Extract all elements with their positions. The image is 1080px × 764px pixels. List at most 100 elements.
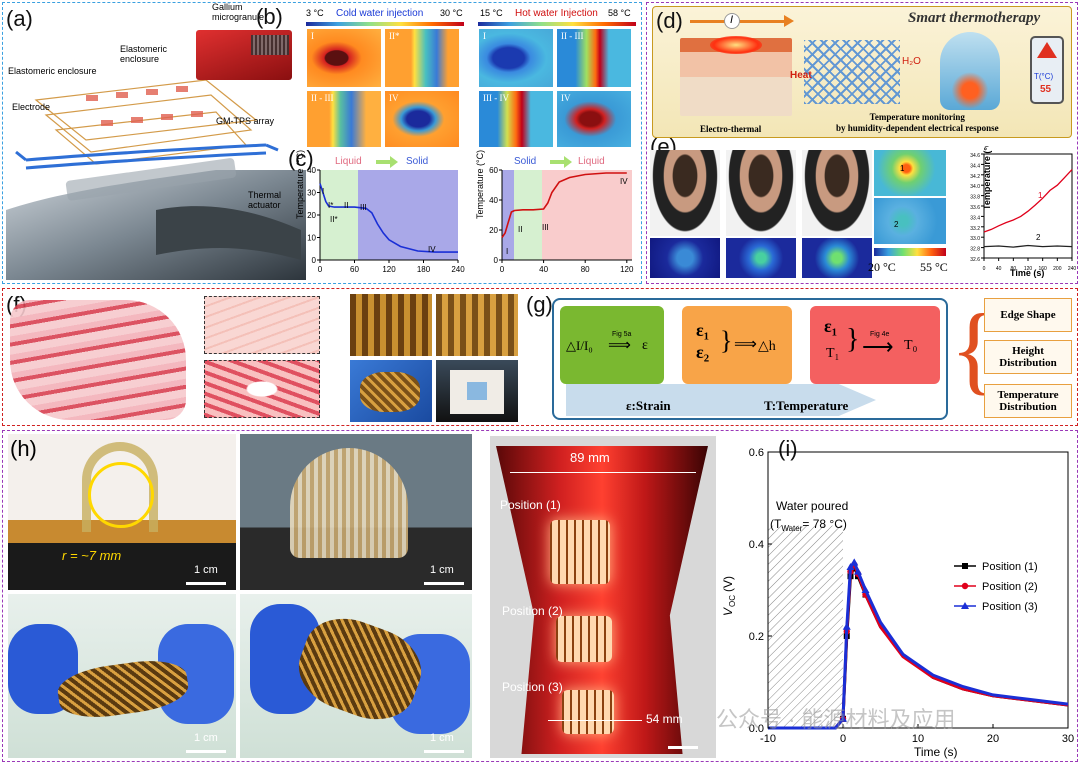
chart-voc: 0.00.20.40.6-10 0 10 20 30 Position (1)Posit… bbox=[721, 447, 1074, 759]
neck-photo-2 bbox=[726, 150, 796, 236]
ytick-label: 0 bbox=[312, 256, 317, 265]
cool-label-III: III bbox=[360, 203, 367, 212]
photo-twist-1 bbox=[8, 594, 236, 758]
chart-heating: 0 20 40 60 0 40 80 120 Temperature (°C) I II I… bbox=[475, 150, 634, 274]
flow-arrow-band bbox=[566, 384, 876, 416]
width-arrow-top bbox=[510, 472, 696, 473]
voc-legend-marker bbox=[962, 563, 968, 569]
label-gallium: Gallium microgranule bbox=[212, 2, 265, 22]
blue-square bbox=[467, 382, 487, 400]
cooling-curve bbox=[319, 183, 458, 253]
ytick-label: 20 bbox=[489, 226, 498, 235]
voc-legend-marker bbox=[961, 602, 969, 609]
thermal-colorbar bbox=[874, 248, 946, 256]
panel-abc-frame bbox=[2, 2, 642, 284]
current-arrow-head bbox=[784, 15, 794, 27]
panel-label-c: (c) bbox=[288, 146, 314, 171]
xtick-label: 0 bbox=[318, 265, 323, 274]
cold-frame-1-label: I bbox=[311, 31, 314, 41]
voc-xtick-label: -10 bbox=[760, 733, 776, 745]
voc-xtick-label: 0 bbox=[840, 733, 846, 745]
panel-label-d: (d) bbox=[656, 8, 683, 33]
photo-twist-2 bbox=[240, 594, 472, 758]
hot-max-label: 58 °C bbox=[608, 8, 631, 18]
voc-ylabel-group: V OC (V) bbox=[721, 576, 737, 616]
ytick-label: 32.8 bbox=[970, 247, 980, 253]
cooling-y-ticks: 0 10 20 30 40 bbox=[307, 166, 320, 265]
heat-label-II: II bbox=[518, 225, 522, 234]
scale-2: 1 cm bbox=[430, 564, 454, 576]
cool-label-I: I bbox=[322, 187, 324, 196]
head-icon bbox=[940, 32, 1000, 110]
cool-phase-arrow bbox=[376, 156, 398, 168]
output-edge-shape: Edge Shape bbox=[984, 298, 1072, 332]
label-gm-tps: GM-TPS array bbox=[216, 116, 275, 126]
ytick-label: 33.8 bbox=[970, 195, 980, 201]
panel-label-a: (a) bbox=[6, 6, 33, 31]
output-temperature-text: Temperature Distribution bbox=[997, 389, 1059, 413]
fiber-mesh bbox=[804, 40, 900, 104]
ytick-label: 33.6 bbox=[970, 205, 980, 211]
liquid-region bbox=[320, 170, 358, 260]
voc-point bbox=[842, 622, 851, 630]
cold-title: Cold water injection bbox=[336, 8, 424, 19]
elastomer-sample-image bbox=[196, 30, 292, 80]
ytick-label: 10 bbox=[307, 234, 316, 243]
neck-thermal-2 bbox=[726, 238, 796, 278]
xtick-label: 120 bbox=[620, 265, 634, 274]
hot-title: Hot water Injection bbox=[515, 8, 598, 19]
hot-frame-3-label: III - IV bbox=[483, 93, 509, 103]
chart-neck-temperature: 32.6 32.8 33.0 33.2 33.4 33.6 33.8 34.0 34.2 34.4… bbox=[970, 146, 1076, 278]
neck-photo-1 bbox=[650, 150, 720, 236]
box3-arrow: ⟶ bbox=[862, 334, 894, 359]
box3-brace: } bbox=[846, 324, 860, 355]
neck-x-ticks: 0 40 80 120 160 200 240 bbox=[983, 258, 1076, 272]
heating-curve bbox=[501, 172, 627, 238]
neck-curve-2-label: 2 bbox=[1036, 233, 1041, 242]
hot-min-label: 15 °C bbox=[480, 8, 503, 18]
box2-brace: } bbox=[720, 326, 733, 355]
box1-right: ε bbox=[642, 338, 648, 353]
liquid-region-right bbox=[542, 170, 632, 260]
annotation-tail: = 78 °C) bbox=[802, 517, 846, 531]
arch-device bbox=[290, 448, 408, 558]
hot-frame-1: I bbox=[478, 28, 554, 88]
ytick-label: 34.0 bbox=[970, 184, 980, 190]
width-top-label: 89 mm bbox=[570, 450, 610, 465]
box3-right: T₀ bbox=[904, 338, 918, 353]
radius-label: r = ~7 mm bbox=[62, 548, 122, 563]
granule-grid bbox=[251, 35, 289, 55]
heat-label: Heat bbox=[790, 70, 812, 81]
voc-point bbox=[861, 586, 870, 593]
box-temperature bbox=[810, 306, 940, 384]
caption-monitor: Temperature monitoring by humidity-depen… bbox=[836, 112, 999, 133]
xtick-label: 160 bbox=[1038, 266, 1047, 272]
heating-ylabel: Temperature (°C) bbox=[475, 150, 485, 219]
panel-fg-frame bbox=[2, 288, 1078, 426]
heat-phase-arrow bbox=[550, 156, 572, 168]
phone-value: 55 bbox=[1040, 84, 1052, 95]
curled-device bbox=[360, 372, 420, 412]
heating-y-ticks: 0 20 40 60 bbox=[489, 166, 502, 265]
xtick-label: 0 bbox=[500, 265, 505, 274]
xtick-label: 200 bbox=[1053, 266, 1062, 272]
voc-legend-label: Position (2) bbox=[982, 581, 1038, 593]
annotation-line2: (TWater= 78 °C) bbox=[770, 517, 847, 533]
thermal-map-top bbox=[874, 150, 946, 196]
output-height-text: Height Distribution bbox=[999, 345, 1057, 369]
voc-ytick-label: 0.0 bbox=[749, 723, 764, 735]
sensor-patch-1 bbox=[550, 520, 610, 584]
cooling-x-ticks: 0 60 120 180 240 bbox=[318, 260, 465, 274]
box3-fig: Fig 4e bbox=[870, 331, 890, 338]
voc-legend-marker bbox=[961, 582, 969, 590]
ytick-label: 0 bbox=[494, 256, 499, 265]
scale-3: 1 cm bbox=[194, 732, 218, 744]
ytick-label: 20 bbox=[307, 211, 316, 220]
neck-ylabel: Temperature (°C) bbox=[982, 146, 992, 210]
output-temperature: Temperature Distribution bbox=[984, 384, 1072, 418]
box1-left: △I/I₀ bbox=[566, 338, 593, 353]
panel-de-frame bbox=[646, 2, 1078, 284]
position-3-label: Position (3) bbox=[502, 680, 563, 694]
voc-legend-label: Position (1) bbox=[982, 561, 1038, 573]
cold-min-label: 3 °C bbox=[306, 8, 324, 18]
